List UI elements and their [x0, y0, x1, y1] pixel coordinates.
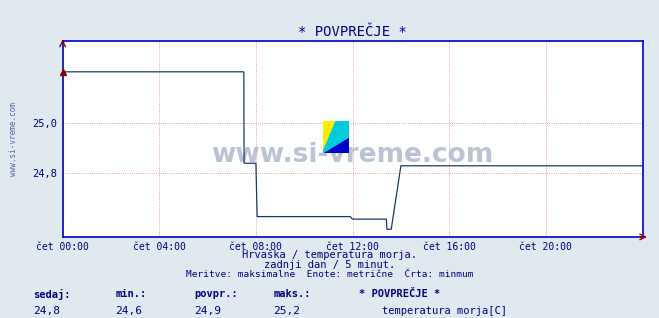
Text: povpr.:: povpr.:: [194, 289, 238, 299]
Text: Hrvaška / temperatura morja.: Hrvaška / temperatura morja.: [242, 250, 417, 260]
Text: 25,2: 25,2: [273, 306, 301, 316]
Text: Meritve: maksimalne  Enote: metrične  Črta: minmum: Meritve: maksimalne Enote: metrične Črta…: [186, 270, 473, 279]
Polygon shape: [323, 137, 349, 153]
Polygon shape: [323, 121, 349, 153]
Text: 24,6: 24,6: [115, 306, 142, 316]
Text: sedaj:: sedaj:: [33, 289, 71, 300]
Text: * POVPREČJE *: * POVPREČJE *: [359, 289, 440, 299]
Title: * POVPREČJE *: * POVPREČJE *: [298, 25, 407, 39]
Text: maks.:: maks.:: [273, 289, 311, 299]
Text: min.:: min.:: [115, 289, 146, 299]
Text: zadnji dan / 5 minut.: zadnji dan / 5 minut.: [264, 260, 395, 270]
Polygon shape: [336, 121, 349, 137]
Text: temperatura morja[C]: temperatura morja[C]: [382, 306, 507, 316]
Text: 24,8: 24,8: [33, 306, 60, 316]
Text: www.si-vreme.com: www.si-vreme.com: [9, 102, 18, 176]
Text: 24,9: 24,9: [194, 306, 221, 316]
Text: www.si-vreme.com: www.si-vreme.com: [212, 142, 494, 168]
Polygon shape: [323, 121, 349, 153]
